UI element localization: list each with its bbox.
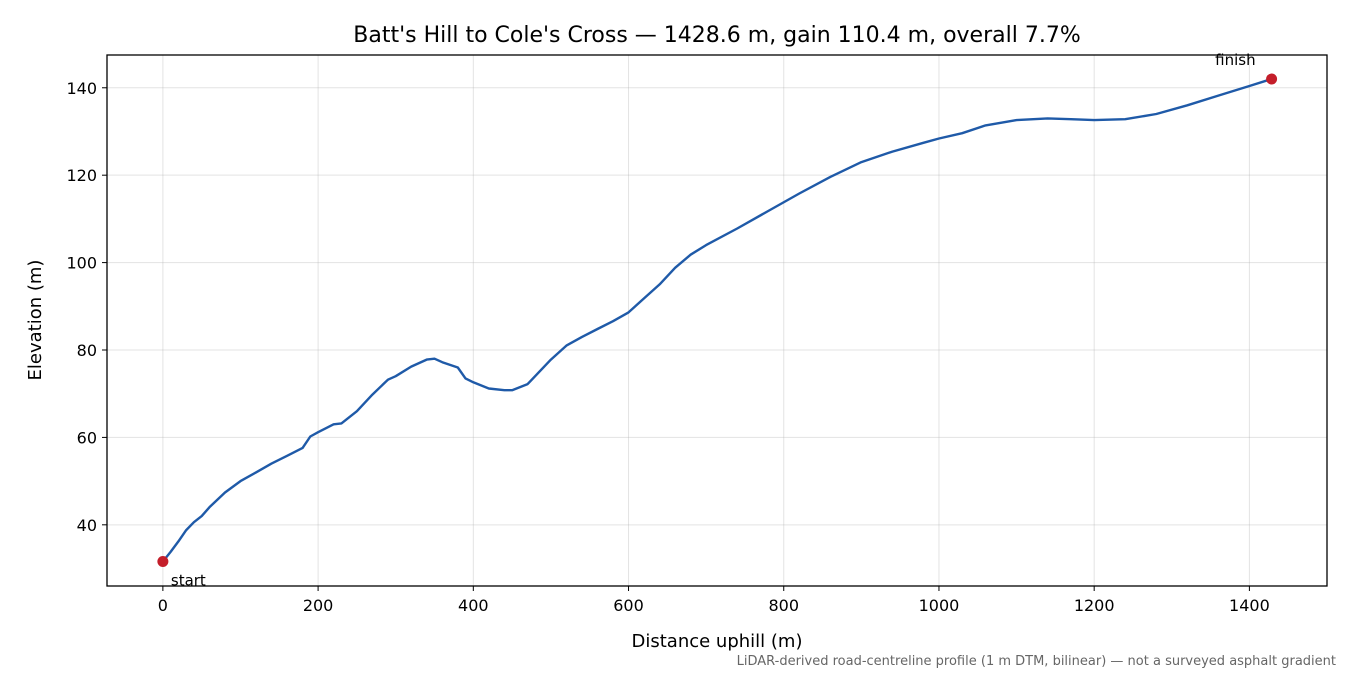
y-tick-label: 40 [77, 516, 97, 535]
x-tick-label: 200 [303, 596, 334, 615]
x-tick-label: 1400 [1229, 596, 1270, 615]
elevation-line [161, 77, 1273, 563]
chart-title: Batt's Hill to Cole's Cross — 1428.6 m, … [353, 23, 1080, 48]
finish-label: finish [1215, 51, 1255, 69]
grid-lines [107, 55, 1327, 586]
y-tick-label: 140 [66, 79, 97, 98]
data-layer: start finish [157, 51, 1278, 590]
x-tick-label: 600 [613, 596, 644, 615]
x-tick-label: 400 [458, 596, 489, 615]
y-tick-label: 80 [77, 341, 97, 360]
start-marker [157, 556, 169, 568]
plot-frame [106, 54, 1328, 587]
x-axis-label: Distance uphill (m) [632, 631, 803, 652]
x-tick-label: 0 [158, 596, 168, 615]
y-tick-label: 120 [66, 166, 97, 185]
x-tick-label: 1200 [1074, 596, 1115, 615]
x-tick-label: 800 [768, 596, 799, 615]
y-tick-label: 60 [77, 428, 97, 447]
axis-ticks: 0 200 400 600 800 1000 1200 1400 40 60 80 100 120 140 [66, 79, 1269, 615]
finish-marker [1266, 73, 1278, 85]
x-tick-label: 1000 [919, 596, 960, 615]
y-axis-label: Elevation (m) [25, 260, 46, 381]
start-label: start [171, 572, 206, 590]
footnote: LiDAR-derived road-centreline profile (1… [737, 654, 1336, 669]
y-tick-label: 100 [66, 254, 97, 273]
